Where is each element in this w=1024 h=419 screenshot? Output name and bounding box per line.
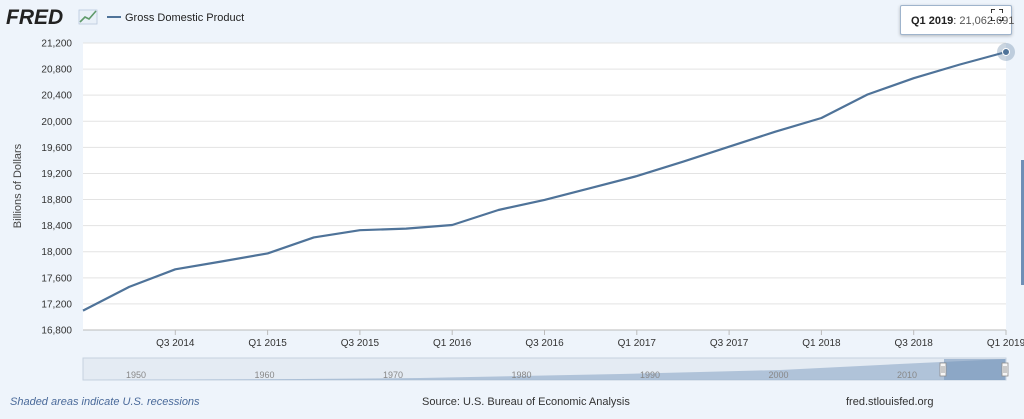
plot-area xyxy=(83,43,1006,330)
navigator-year-label: 2010 xyxy=(897,370,917,380)
y-tick-label: 19,600 xyxy=(41,143,72,154)
y-tick-label: 16,800 xyxy=(41,326,72,337)
navigator-year-label: 1950 xyxy=(126,370,146,380)
navigator-year-label: 1990 xyxy=(640,370,660,380)
y-tick-label: 19,200 xyxy=(41,169,72,180)
x-tick-label: Q3 2017 xyxy=(710,338,749,349)
navigator-year-label: 1960 xyxy=(254,370,274,380)
hover-marker[interactable] xyxy=(1002,47,1010,56)
navigator-year-label: 1970 xyxy=(383,370,403,380)
navigator-year-label: 1980 xyxy=(511,370,531,380)
y-tick-label: 20,400 xyxy=(41,91,72,102)
tooltip-label: Q1 2019 xyxy=(911,15,954,27)
y-tick-label: 17,600 xyxy=(41,273,72,284)
x-tick-label: Q3 2014 xyxy=(156,338,195,349)
side-scroll-indicator[interactable] xyxy=(1021,160,1024,285)
navigator-right-handle[interactable] xyxy=(1001,362,1009,377)
fred-logo-chart-icon xyxy=(78,9,98,25)
x-tick-label: Q3 2018 xyxy=(895,338,934,349)
y-tick-label: 17,200 xyxy=(41,299,72,310)
tooltip-value: 21,062.691 xyxy=(959,15,1015,27)
y-tick-label: 20,000 xyxy=(41,117,72,128)
range-navigator[interactable]: 1950 1960 1970 1980 1990 2000 2010 xyxy=(82,357,1009,381)
x-axis-ticks: Q3 2014 Q1 2015 Q3 2015 Q1 2016 Q3 2016 Q1 20… xyxy=(156,330,1024,349)
x-tick-label: Q1 2015 xyxy=(248,338,287,349)
fullscreen-icon[interactable] xyxy=(991,9,1003,21)
legend[interactable]: Gross Domestic Product xyxy=(107,12,244,24)
x-tick-label: Q1 2019 xyxy=(987,338,1024,349)
recessions-note: Shaded areas indicate U.S. recessions xyxy=(10,396,200,408)
navigator-selected-range[interactable] xyxy=(944,359,1005,380)
source-text: Source: U.S. Bureau of Economic Analysis xyxy=(422,396,630,408)
x-tick-label: Q3 2016 xyxy=(525,338,564,349)
series-line-gdp xyxy=(82,50,1007,312)
y-tick-label: 18,000 xyxy=(41,247,72,258)
x-tick-label: Q1 2017 xyxy=(618,338,657,349)
tooltip: Q1 2019: 21,062.691 xyxy=(900,5,1015,35)
y-tick-label: 18,800 xyxy=(41,195,72,206)
y-axis-ticks: 16,800 17,200 17,600 18,000 18,400 18,800 19,2… xyxy=(41,39,72,337)
site-link[interactable]: fred.stlouisfed.org xyxy=(846,396,934,408)
navigator-year-label: 2000 xyxy=(768,370,788,380)
x-tick-label: Q1 2016 xyxy=(433,338,472,349)
y-tick-label: 20,800 xyxy=(41,65,72,76)
y-tick-label: 18,400 xyxy=(41,221,72,232)
fred-logo-text: FRED xyxy=(6,6,63,29)
legend-label: Gross Domestic Product xyxy=(125,12,244,24)
navigator-area xyxy=(83,359,1006,380)
fred-logo[interactable]: FRED xyxy=(6,6,98,29)
y-tick-label: 21,200 xyxy=(41,39,72,50)
x-tick-label: Q1 2018 xyxy=(802,338,841,349)
navigator-year-labels: 1950 1960 1970 1980 1990 2000 2010 xyxy=(126,370,917,380)
navigator-left-handle[interactable] xyxy=(939,362,947,377)
y-axis-label: Billions of Dollars xyxy=(12,143,24,228)
x-tick-label: Q3 2015 xyxy=(341,338,380,349)
